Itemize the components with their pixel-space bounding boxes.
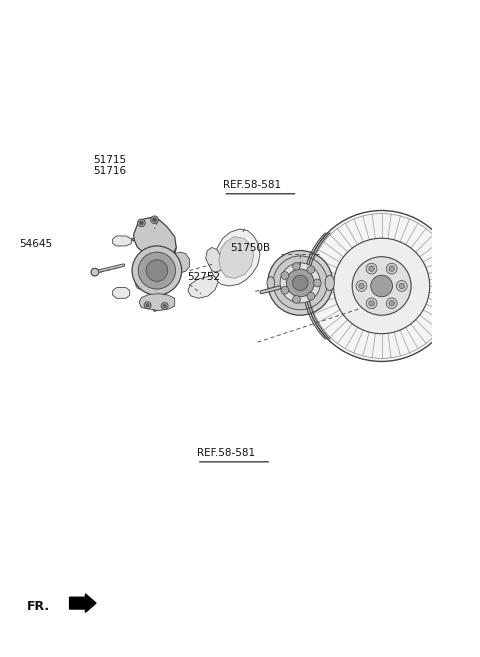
- Circle shape: [139, 221, 144, 225]
- Circle shape: [306, 210, 457, 361]
- Circle shape: [137, 219, 145, 227]
- Circle shape: [352, 257, 411, 315]
- Circle shape: [146, 260, 168, 281]
- Polygon shape: [139, 294, 175, 311]
- Polygon shape: [133, 217, 176, 258]
- Text: FR.: FR.: [26, 600, 49, 613]
- Circle shape: [144, 302, 151, 309]
- Polygon shape: [212, 229, 260, 286]
- Polygon shape: [206, 248, 223, 272]
- Circle shape: [386, 298, 397, 309]
- Polygon shape: [219, 237, 254, 279]
- Polygon shape: [126, 234, 176, 311]
- Circle shape: [293, 296, 300, 304]
- Text: 54645: 54645: [19, 239, 52, 250]
- Circle shape: [389, 266, 395, 271]
- Circle shape: [273, 256, 327, 310]
- Circle shape: [281, 272, 289, 279]
- Text: 51750B: 51750B: [230, 243, 271, 254]
- Text: 51715
51716: 51715 51716: [94, 155, 127, 176]
- Circle shape: [280, 263, 321, 303]
- Circle shape: [366, 263, 377, 274]
- Text: REF.58-581: REF.58-581: [197, 448, 255, 459]
- Circle shape: [153, 218, 156, 221]
- Circle shape: [132, 246, 181, 295]
- Circle shape: [293, 263, 300, 270]
- Circle shape: [371, 275, 393, 297]
- Circle shape: [161, 302, 168, 309]
- Circle shape: [292, 275, 308, 290]
- Text: REF.58-581: REF.58-581: [223, 180, 281, 191]
- Circle shape: [396, 281, 407, 291]
- Circle shape: [386, 263, 397, 274]
- Polygon shape: [135, 267, 175, 292]
- Polygon shape: [113, 236, 132, 246]
- Polygon shape: [113, 288, 130, 298]
- Circle shape: [91, 268, 99, 276]
- Polygon shape: [188, 275, 218, 298]
- Circle shape: [334, 238, 430, 334]
- Circle shape: [163, 304, 166, 307]
- Circle shape: [268, 250, 333, 315]
- Circle shape: [307, 292, 315, 300]
- Ellipse shape: [267, 277, 275, 289]
- Circle shape: [389, 301, 395, 306]
- Circle shape: [369, 301, 374, 306]
- Circle shape: [399, 283, 405, 288]
- FancyArrow shape: [70, 594, 96, 612]
- Circle shape: [307, 266, 315, 273]
- Circle shape: [281, 286, 289, 294]
- Circle shape: [151, 216, 158, 223]
- Circle shape: [359, 283, 364, 288]
- Circle shape: [138, 252, 176, 289]
- Circle shape: [313, 279, 321, 286]
- Circle shape: [146, 304, 149, 307]
- Circle shape: [356, 281, 367, 291]
- Ellipse shape: [325, 275, 335, 290]
- Polygon shape: [175, 252, 190, 273]
- Text: 52752: 52752: [187, 272, 220, 283]
- Circle shape: [366, 298, 377, 309]
- Circle shape: [286, 269, 314, 297]
- Circle shape: [369, 266, 374, 271]
